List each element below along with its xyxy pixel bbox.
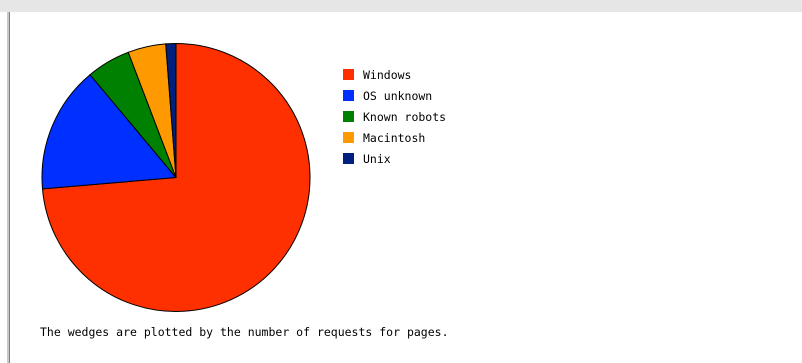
legend-item: Unix (343, 148, 446, 169)
chart-legend: Windows OS unknown Known robots Macintosh Un… (343, 64, 446, 169)
legend-label: Unix (363, 151, 391, 166)
legend-label: Windows (363, 67, 412, 82)
legend-swatch (343, 69, 354, 80)
pie-slice-os-unknown (41, 74, 178, 190)
legend-label: Macintosh (363, 130, 426, 145)
legend-swatch (343, 153, 354, 164)
legend-swatch (343, 111, 354, 122)
legend-item: Windows (343, 64, 446, 85)
legend-swatch (343, 90, 354, 101)
frame-border (7, 12, 9, 363)
legend-swatch (343, 132, 354, 143)
legend-item: Macintosh (343, 127, 446, 148)
legend-label: OS unknown (363, 88, 433, 103)
frame-border-shadow (9, 12, 10, 363)
legend-item: OS unknown (343, 85, 446, 106)
window-top-bar (0, 0, 802, 12)
legend-item: Known robots (343, 106, 446, 127)
legend-label: Known robots (363, 109, 447, 124)
pie-chart (41, 42, 311, 312)
chart-caption: The wedges are plotted by the number of … (40, 325, 449, 339)
pie-slice-unix (165, 42, 177, 178)
